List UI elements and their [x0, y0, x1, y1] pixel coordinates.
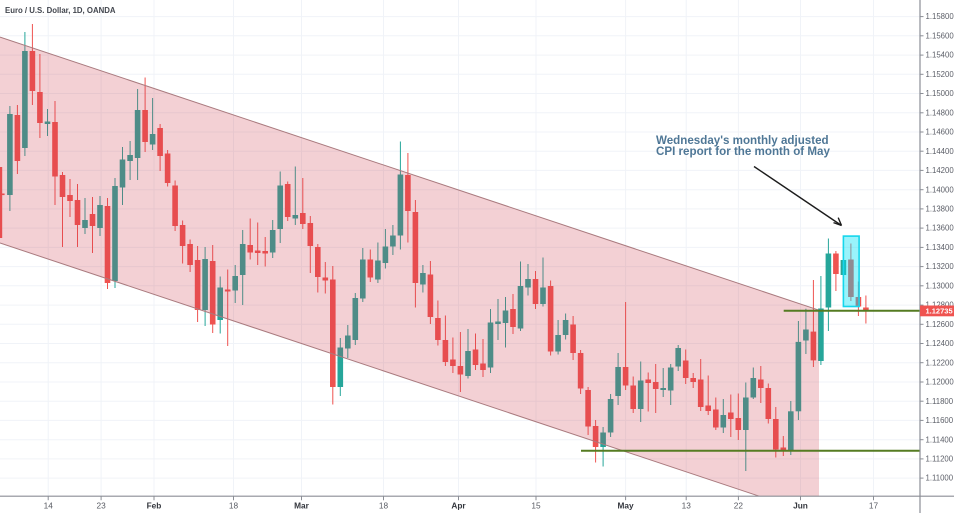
svg-text:May: May	[618, 501, 635, 511]
svg-text:1.13200: 1.13200	[926, 262, 954, 271]
svg-text:1.12600: 1.12600	[926, 320, 954, 329]
svg-text:CPI report for the month of Ma: CPI report for the month of May	[656, 145, 830, 158]
svg-text:1.15800: 1.15800	[926, 12, 954, 21]
svg-text:1.14000: 1.14000	[926, 185, 954, 194]
svg-text:1.12000: 1.12000	[926, 378, 954, 387]
svg-text:23: 23	[96, 501, 106, 511]
svg-text:1.15200: 1.15200	[926, 70, 954, 79]
svg-text:Euro / U.S. Dollar, 1D, OANDA: Euro / U.S. Dollar, 1D, OANDA	[5, 6, 116, 15]
svg-text:1.12200: 1.12200	[926, 358, 954, 367]
svg-text:14: 14	[44, 501, 54, 511]
svg-text:18: 18	[229, 501, 239, 511]
svg-text:Wednesday's monthly adjusted: Wednesday's monthly adjusted	[656, 134, 829, 147]
svg-text:1.11200: 1.11200	[926, 455, 954, 464]
svg-text:Jun: Jun	[793, 501, 808, 511]
svg-text:1.14800: 1.14800	[926, 108, 954, 117]
svg-text:1.13800: 1.13800	[926, 205, 954, 214]
svg-text:1.12735: 1.12735	[926, 307, 953, 316]
svg-text:1.15600: 1.15600	[926, 31, 954, 40]
svg-text:1.11400: 1.11400	[926, 435, 954, 444]
svg-text:1.13400: 1.13400	[926, 243, 954, 252]
svg-text:1.15000: 1.15000	[926, 89, 954, 98]
svg-text:18: 18	[379, 501, 389, 511]
svg-text:1.14400: 1.14400	[926, 147, 954, 156]
svg-text:1.11000: 1.11000	[926, 474, 954, 483]
svg-text:Mar: Mar	[294, 501, 310, 511]
svg-text:1.11800: 1.11800	[926, 397, 954, 406]
svg-text:1.14200: 1.14200	[926, 166, 954, 175]
svg-text:1.12800: 1.12800	[926, 301, 954, 310]
svg-text:22: 22	[734, 501, 744, 511]
svg-text:Feb: Feb	[147, 501, 162, 511]
svg-text:1.13600: 1.13600	[926, 224, 954, 233]
svg-text:17: 17	[869, 501, 879, 511]
svg-text:1.12400: 1.12400	[926, 339, 954, 348]
svg-text:Apr: Apr	[451, 501, 466, 511]
svg-text:1.13000: 1.13000	[926, 281, 954, 290]
svg-text:13: 13	[682, 501, 692, 511]
svg-text:1.15400: 1.15400	[926, 51, 954, 60]
svg-text:1.14600: 1.14600	[926, 128, 954, 137]
svg-text:15: 15	[531, 501, 541, 511]
svg-text:1.11600: 1.11600	[926, 416, 954, 425]
